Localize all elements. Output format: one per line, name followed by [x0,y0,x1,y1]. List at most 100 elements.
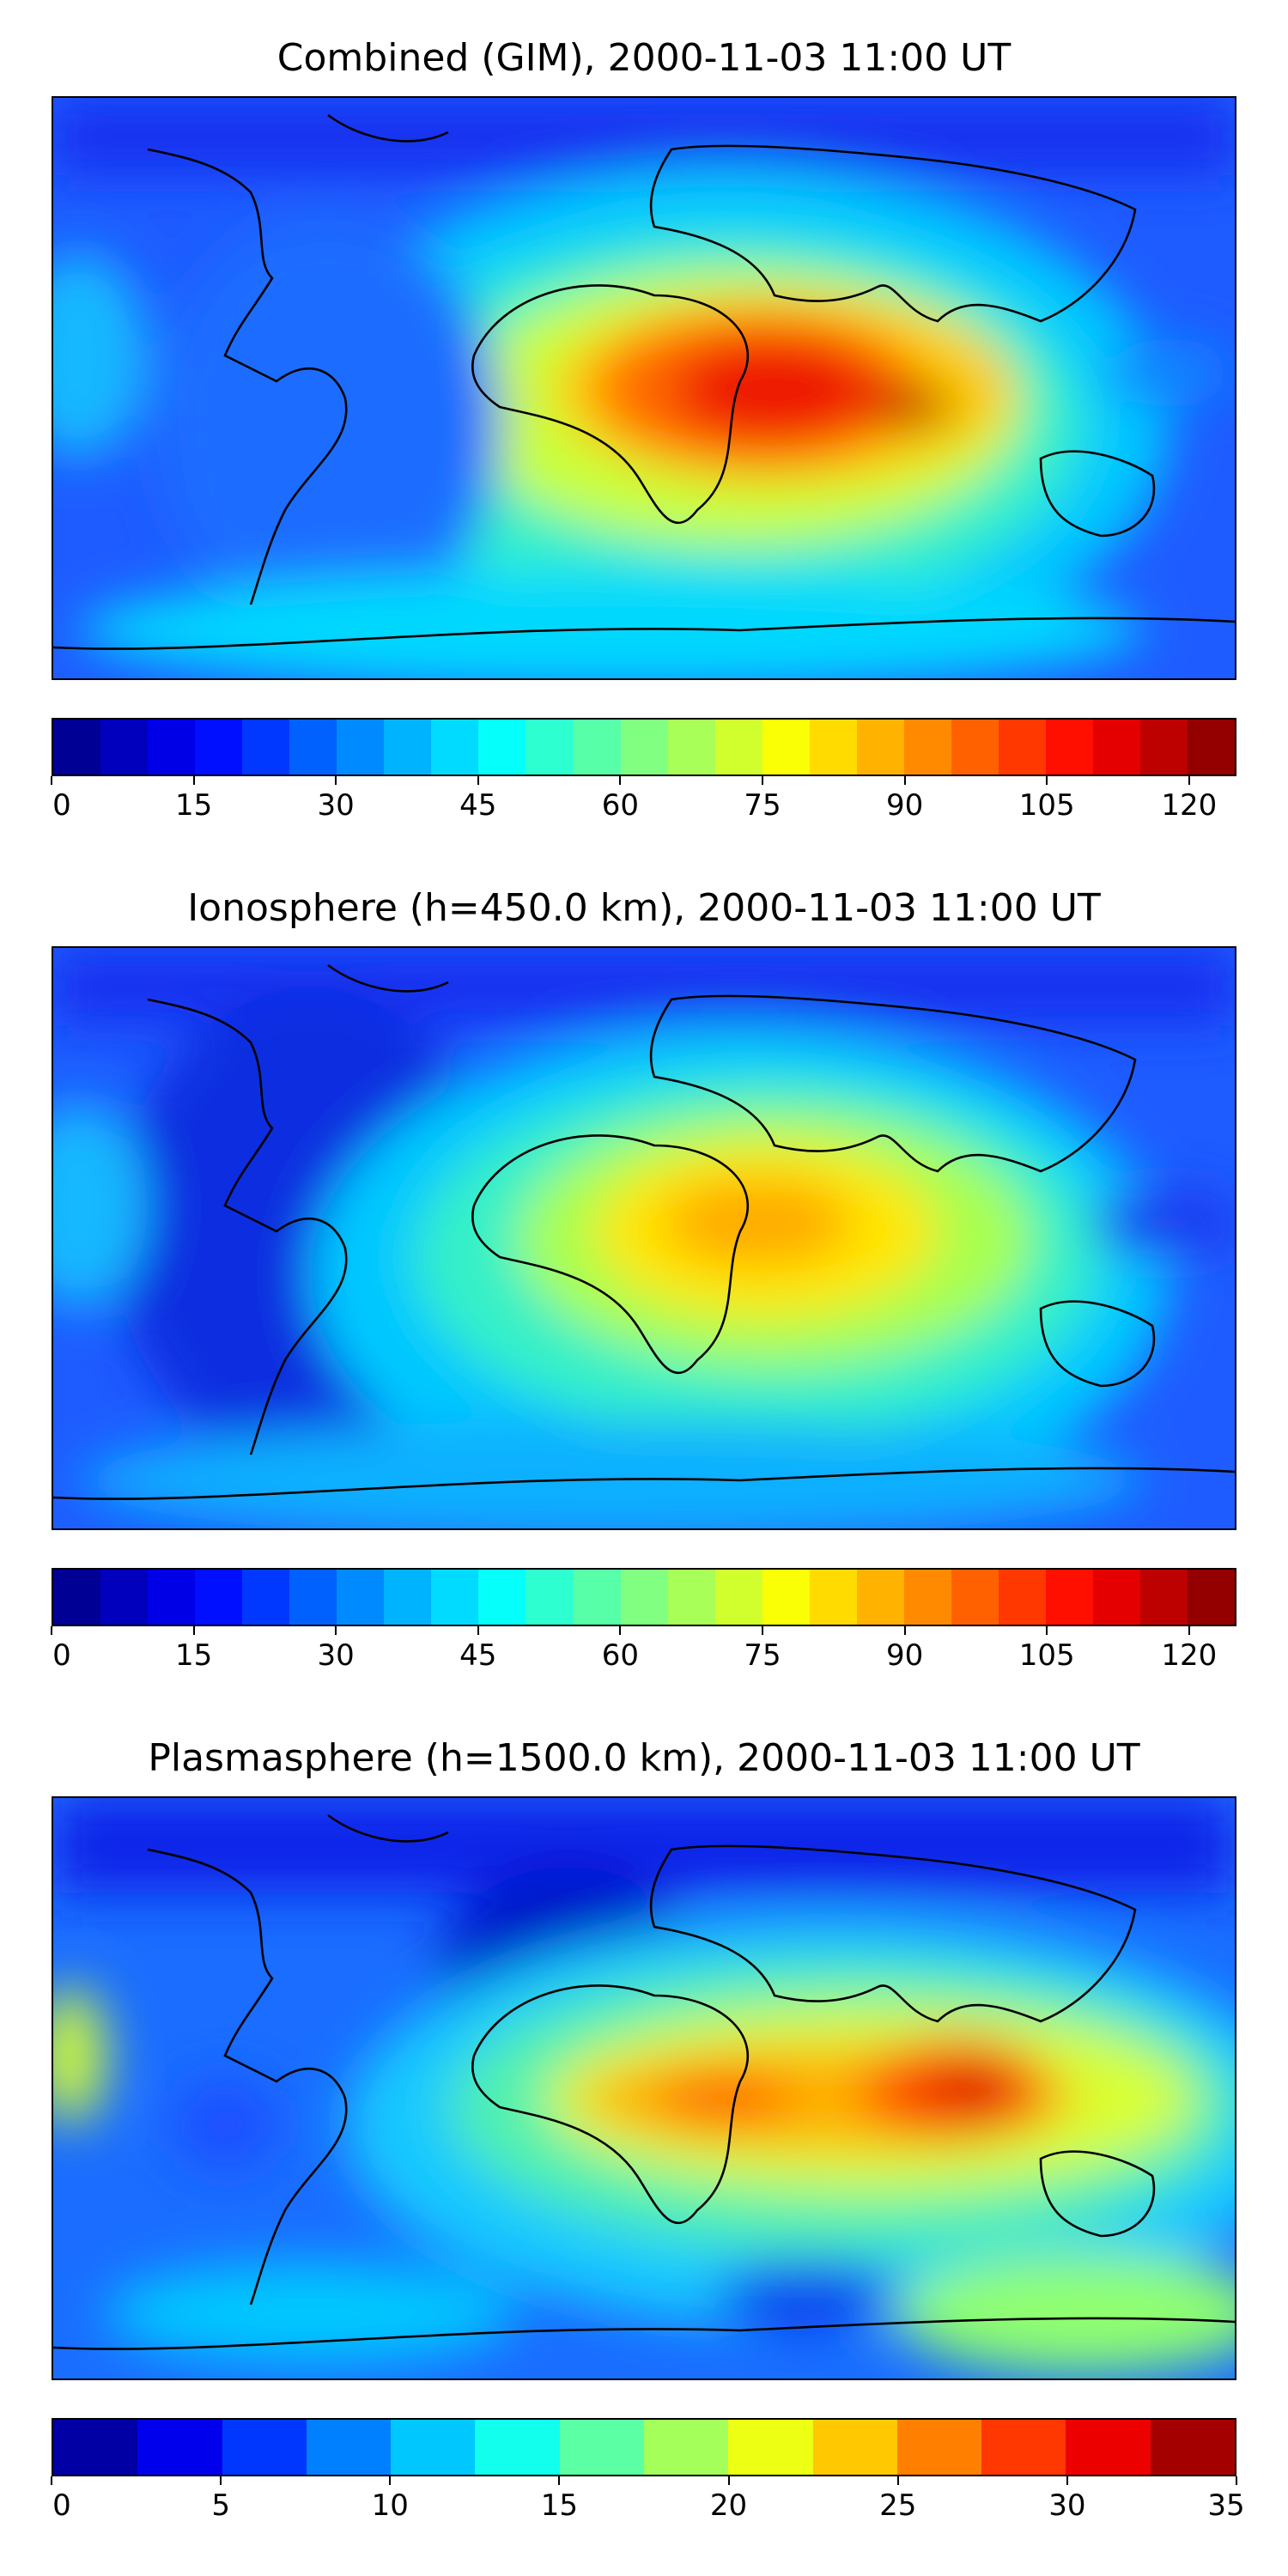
colorbar-segment [856,1570,904,1625]
colorbar-tick [51,776,52,785]
colorbar-segment [951,720,999,775]
colorbar-segment [1045,1570,1094,1625]
colorbar-ticks-ionosphere: 0 15 30 45 60 75 90 105 120 [51,1626,1236,1678]
colorbar-tick-label: 30 [1048,2488,1086,2523]
colorbar-tick [192,1626,195,1635]
colorbar-tick [896,2476,899,2485]
colorbar-tick-label: 105 [1018,788,1075,823]
colorbar-tick [192,776,195,785]
colorbar-segment [337,1570,385,1625]
colorbar-tick-label: 0 [52,2488,71,2523]
colorbar-segment [903,720,951,775]
colorbar-segment [573,1570,621,1625]
colorbar-tick-label: 10 [371,2488,409,2523]
colorbar-segment [762,1570,810,1625]
colorbar-tick-label: 15 [174,788,213,823]
colorbar-segment [1066,2420,1151,2475]
colorbar-segment [896,2420,982,2475]
colorbar-segment [53,720,101,775]
colorbar-tick-label: 35 [1207,2488,1245,2523]
colorbar-segment [559,2420,644,2475]
map-canvas-ionosphere [53,948,1235,1528]
colorbar-segment [981,2420,1066,2475]
colorbar-segment [856,720,904,775]
colorbar-segment [903,1570,951,1625]
colorbar-segment [195,1570,243,1625]
colorbar-segment [951,1570,999,1625]
map-plasmasphere [52,1796,1236,2380]
colorbar-segment [1140,1570,1188,1625]
panel-title-ionosphere: Ionosphere (h=450.0 km), 2000-11-03 11:0… [187,886,1101,930]
colorbar-tick-label: 105 [1018,1638,1075,1673]
colorbar-tick [619,1626,622,1635]
coastlines [53,963,1235,1500]
map-canvas-combined [53,98,1235,678]
colorbar-segment [1188,720,1236,775]
colorbar-tick-label: 30 [317,1638,355,1673]
colorbar-segment [53,1570,101,1625]
colorbar-tick [903,776,906,785]
colorbar-segment [812,2420,897,2475]
colorbar-tick-label: 20 [709,2488,748,2523]
coastlines [53,113,1235,650]
colorbar-segment [53,2420,138,2475]
colorbar-tick [220,2476,222,2485]
map-ionosphere [52,946,1236,1530]
colorbar-segment [728,2420,813,2475]
colorbar-segment [148,1570,196,1625]
panel-title-plasmasphere: Plasmasphere (h=1500.0 km), 2000-11-03 1… [148,1736,1140,1780]
colorbar-tick-label: 90 [885,788,924,823]
colorbar-segment [643,2420,729,2475]
colorbar-tick [335,1626,337,1635]
colorbar-ticks-plasmasphere: 0 5 10 15 20 25 30 35 [51,2476,1245,2528]
colorbar-segment [289,720,337,775]
colorbar-tick [1236,2476,1237,2485]
colorbar-segment [620,720,668,775]
colorbar-segment [1093,1570,1141,1625]
colorbar-segment [306,2420,392,2475]
colorbar-segment [100,1570,149,1625]
colorbar-tick-label: 15 [540,2488,579,2523]
coastlines [53,1814,1235,2350]
colorbar-tick [727,2476,730,2485]
colorbar-tick-label: 15 [174,1638,213,1673]
colorbar-segment [431,1570,479,1625]
colorbar-segment [478,720,526,775]
panel-title-combined: Combined (GIM), 2000-11-03 11:00 UT [276,36,1012,80]
colorbar-tick [477,1626,479,1635]
colorbar-tick-label: 120 [1161,788,1218,823]
colorbar-segment [148,720,196,775]
colorbar-tick-label: 45 [459,788,497,823]
colorbar-tick-label: 120 [1161,1638,1218,1673]
colorbar-tick-label: 5 [211,2488,230,2523]
colorbar-tick-label: 30 [317,788,355,823]
colorbar-tick-label: 25 [879,2488,917,2523]
colorbar-tick [1046,776,1048,785]
colorbar-segment [809,720,857,775]
colorbar-tick-label: 45 [459,1638,497,1673]
colorbar-segment [1045,720,1094,775]
colorbar-segment [573,720,621,775]
colorbar-segment [620,1570,668,1625]
colorbar-tick [762,1626,763,1635]
colorbar-tick-label: 60 [601,788,640,823]
colorbar-tick [1188,776,1190,785]
colorbar-segment [475,2420,560,2475]
map-combined [52,96,1236,680]
colorbar-segment [242,720,290,775]
colorbar-tick-label: 75 [744,788,781,823]
colorbar-ionosphere [52,1568,1236,1626]
colorbar-segment [100,720,149,775]
colorbar-tick-label: 90 [885,1638,924,1673]
colorbar-segment [337,720,385,775]
colorbar-plasmasphere [52,2418,1236,2476]
colorbar-tick [619,776,622,785]
colorbar-tick-label: 0 [52,1638,71,1673]
colorbar-segment [478,1570,526,1625]
colorbar-segment [714,1570,762,1625]
colorbar-tick [51,2476,52,2485]
colorbar-tick [1046,1626,1048,1635]
colorbar-segment [1093,720,1141,775]
colorbar-segment [526,720,574,775]
colorbar-segment [1188,1570,1236,1625]
